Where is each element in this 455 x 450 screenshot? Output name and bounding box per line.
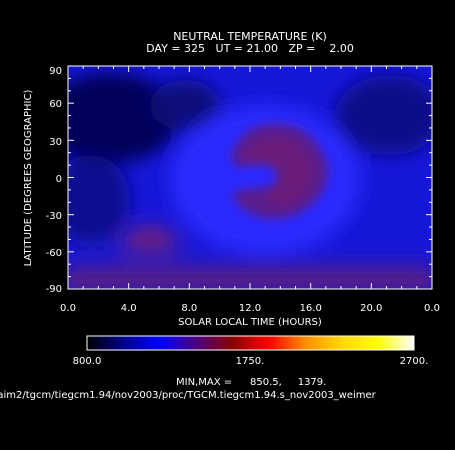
- heatmap-polar-band-core: [68, 272, 432, 289]
- minmax-label: MIN,MAX =: [176, 377, 232, 388]
- file-path: /aim2/tgcm/tiegcm1.94/nov2003/proc/TGCM.…: [0, 390, 377, 401]
- y-tick-label: -90: [46, 284, 62, 295]
- colorbar-mid-label: 1750.: [236, 356, 265, 367]
- colorbar-bar: [86, 335, 415, 351]
- heatmap-cool-region-east: [335, 75, 432, 155]
- heatmap: [68, 66, 432, 289]
- colorbar-min-label: 800.0: [73, 356, 102, 367]
- chart-subtitle: DAY = 325 UT = 21.00 ZP = 2.00: [146, 42, 354, 55]
- y-tick-label: 0: [56, 174, 62, 185]
- chart-title: NEUTRAL TEMPERATURE (K): [173, 30, 327, 43]
- y-axis-title: LATITUDE (DEGREES GEOGRAPHIC): [23, 90, 34, 267]
- heatmap-cool-region-west: [68, 155, 130, 245]
- colorbar-max-label: 2700.: [400, 356, 429, 367]
- y-tick-label: 60: [49, 99, 62, 110]
- x-tick-label: 4.0: [121, 303, 137, 314]
- x-tick-label: 0.0: [60, 303, 76, 314]
- heatmap-cool-region-mid: [150, 80, 220, 130]
- y-tick-label: 90: [49, 66, 62, 77]
- minmax-values: 850.5, 1379.: [250, 377, 326, 388]
- x-axis-title: SOLAR LOCAL TIME (HOURS): [178, 317, 322, 328]
- x-tick-label: 20.0: [360, 303, 382, 314]
- x-tick-labels: 0.0 4.0 8.0 12.0 16.0 20.0 0.0: [60, 303, 440, 314]
- colorbar: 800.0 1750. 2700.: [73, 335, 429, 367]
- x-tick-label: 8.0: [181, 303, 197, 314]
- x-tick-label: 0.0: [424, 303, 440, 314]
- x-tick-label: 12.0: [239, 303, 261, 314]
- y-tick-label: -30: [46, 211, 62, 222]
- x-tick-label: 16.0: [300, 303, 322, 314]
- y-tick-label: -60: [46, 248, 62, 259]
- heatmap-cold-region-nh: [68, 73, 180, 163]
- heatmap-south-blob: [130, 228, 170, 252]
- heatmap-warm-core: [245, 137, 313, 206]
- y-tick-labels: 90 60 30 0 -30 -60 -90: [46, 66, 62, 295]
- axis-ticks: [67, 65, 433, 290]
- y-tick-label: 30: [49, 137, 62, 148]
